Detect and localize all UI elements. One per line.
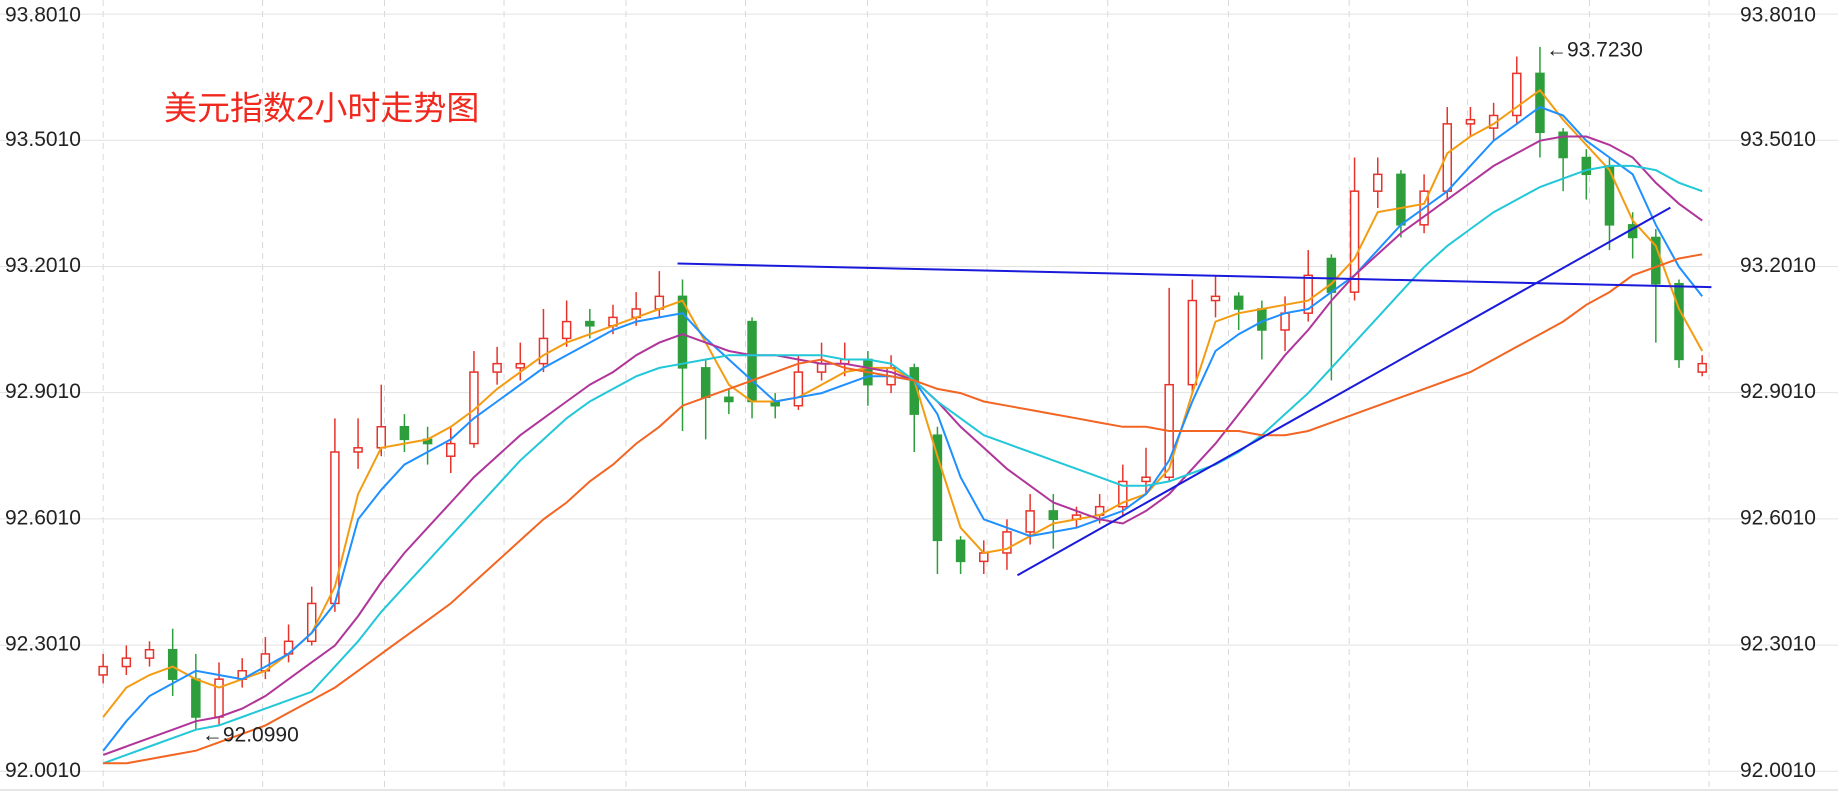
moving-average <box>102 164 1703 765</box>
moving-average <box>102 88 1704 718</box>
candle-body <box>376 426 386 449</box>
candle-body <box>469 371 479 445</box>
candle-body <box>1651 236 1661 285</box>
candle-body <box>330 451 340 605</box>
y2-tick-label: 92.0010 <box>1740 759 1816 782</box>
candle-body <box>1233 295 1244 310</box>
candle-body <box>1257 308 1267 331</box>
candle-body <box>1558 131 1568 159</box>
candle-body <box>1396 173 1406 226</box>
y-tick-label: 92.0010 <box>5 759 81 782</box>
candle-body <box>191 678 201 718</box>
candle-body <box>1674 282 1684 361</box>
candle-body <box>538 337 549 365</box>
candle-body <box>1303 274 1313 314</box>
candle-body <box>399 426 410 441</box>
candle-body <box>932 434 943 542</box>
candle-body <box>306 602 317 643</box>
trend-line <box>1016 206 1671 577</box>
y-tick-label: 92.6010 <box>5 506 81 529</box>
candle-body <box>167 648 178 680</box>
candle-body <box>955 539 966 563</box>
candle-body <box>747 320 757 403</box>
candle-body <box>1210 295 1221 302</box>
moving-average <box>102 135 1703 756</box>
candle-body <box>1372 173 1383 192</box>
candle-body <box>1048 510 1059 521</box>
candle-body <box>121 657 132 668</box>
candle-body <box>677 295 688 369</box>
candle-body <box>724 396 734 403</box>
candle-body <box>1465 118 1476 125</box>
annotation: ←92.0990 <box>202 724 299 747</box>
candle-body <box>1512 72 1522 117</box>
candle-body <box>793 371 804 407</box>
candle-body <box>700 367 711 399</box>
y2-tick-label: 92.9010 <box>1740 380 1816 403</box>
y-tick-label: 92.9010 <box>5 380 81 403</box>
candle-body <box>98 665 108 676</box>
candle-body <box>214 678 224 718</box>
y-tick-label: 92.3010 <box>5 633 81 656</box>
candle-body <box>1118 480 1128 508</box>
y2-tick-label: 92.6010 <box>1740 506 1816 529</box>
y-tick-label: 93.5010 <box>5 128 81 151</box>
candle-body <box>446 442 456 457</box>
candle-body <box>1025 510 1035 533</box>
y2-tick-label: 92.3010 <box>1740 633 1816 656</box>
candle-body <box>561 320 572 340</box>
candle-body <box>1697 362 1707 373</box>
candle-body <box>979 552 989 563</box>
trend-line <box>677 262 1712 289</box>
candle-body <box>585 320 595 327</box>
candle-body <box>1141 476 1151 483</box>
moving-average <box>103 253 1703 765</box>
y-tick-label: 93.2010 <box>5 254 81 277</box>
candle-body <box>492 362 502 373</box>
candle-body <box>353 447 363 453</box>
candle-body <box>1326 257 1337 293</box>
chart-title: 美元指数2小时走势图 <box>164 90 479 127</box>
candle-body <box>1349 190 1360 293</box>
candle-body <box>1002 531 1012 554</box>
annotation: ←93.7230 <box>1546 38 1643 61</box>
y-tick-label: 93.8010 <box>5 4 81 27</box>
candle-body <box>515 362 526 369</box>
candle-body <box>1581 156 1592 176</box>
candle-body <box>1280 312 1290 331</box>
y2-tick-label: 93.5010 <box>1740 128 1816 151</box>
y2-tick-label: 93.8010 <box>1740 4 1816 27</box>
candle-body <box>1187 299 1198 386</box>
candle-body <box>1535 72 1545 134</box>
candle-body <box>144 648 155 659</box>
candle-body <box>816 362 827 373</box>
y2-tick-label: 93.2010 <box>1740 254 1816 277</box>
